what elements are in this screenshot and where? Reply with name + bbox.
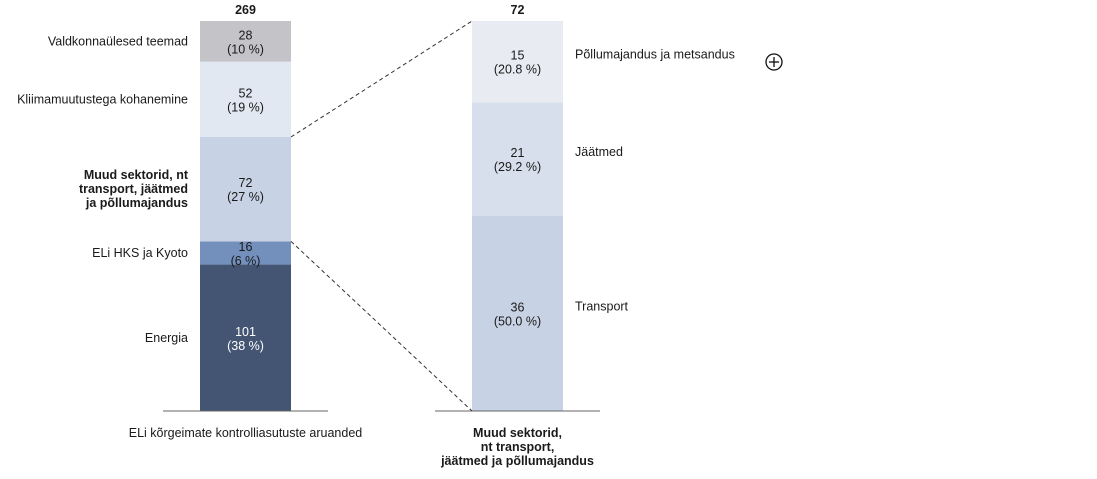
segment-name-label-line: Energia (145, 331, 188, 345)
segment-name-label: Põllumajandus ja metsandus (575, 48, 735, 62)
segment-value-label-line: 52 (239, 86, 253, 100)
category-label-line: Muud sektorid, (473, 426, 562, 440)
bar-segment (200, 61, 291, 137)
segment-value-label-line: 15 (511, 49, 525, 63)
total-label: 72 (511, 3, 525, 17)
segment-name-label: Kliimamuutustega kohanemine (17, 92, 188, 106)
connector-line (290, 20, 473, 138)
category-label-line: jäätmed ja põllumajandus (440, 454, 594, 468)
category-label-line: nt transport, (481, 440, 555, 454)
segment-value-label-line: (29.2 %) (494, 160, 541, 174)
segment-value-label-line: 101 (235, 325, 256, 339)
category-label: Muud sektorid, nt transport, jäätmed ja põ… (440, 426, 594, 468)
segment-value-label: 15 (20.8 %) (494, 49, 541, 77)
segment-value-label: 101 (38 %) (227, 325, 264, 353)
segment-name-label-line: Muud sektorid, nt (84, 168, 189, 182)
segment-name-label: Valdkonnaülesed teemad (48, 34, 188, 48)
connector-line (290, 241, 473, 412)
segment-name-label: Energia (145, 331, 188, 345)
segment-value-label-line: (19 %) (227, 100, 264, 114)
segment-name-label-line: ELi HKS ja Kyoto (92, 246, 188, 260)
bar-segment (200, 21, 291, 62)
segment-name-label-line: ja põllumajandus (85, 196, 188, 210)
segment-value-label: 52 (19 %) (227, 86, 264, 114)
segment-name-label-line: Põllumajandus ja metsandus (575, 48, 735, 62)
category-label: ELi kõrgeimate kontrolliasutuste aruande… (129, 426, 363, 440)
segment-value-label: 16 (6 %) (231, 240, 261, 268)
bar-segment (472, 102, 563, 216)
segment-name-label: ELi HKS ja Kyoto (92, 246, 188, 260)
category-label-line: ELi kõrgeimate kontrolliasutuste aruande… (129, 426, 363, 440)
segment-value-label-line: 36 (511, 301, 525, 315)
segment-name-label: Jäätmed (575, 145, 623, 159)
bar-segment (200, 241, 291, 265)
segment-name-label-line: Kliimamuutustega kohanemine (17, 92, 188, 106)
segment-name-label: Transport (575, 300, 629, 314)
bar-segment (200, 136, 291, 242)
segment-name-label-line: Valdkonnaülesed teemad (48, 34, 188, 48)
segment-value-label: 21 (29.2 %) (494, 146, 541, 174)
segment-name-label-line: Transport (575, 300, 629, 314)
segment-value-label: 36 (50.0 %) (494, 301, 541, 329)
segment-value-label-line: (20.8 %) (494, 63, 541, 77)
segment-value-label-line: (50.0 %) (494, 315, 541, 329)
segment-value-label-line: 72 (239, 176, 253, 190)
segment-value-label-line: 28 (239, 28, 253, 42)
segment-value-label-line: (27 %) (227, 190, 264, 204)
plus-circle-icon-ring (765, 53, 783, 71)
segment-value-label: 28 (10 %) (227, 28, 264, 56)
segment-value-label-line: (10 %) (227, 42, 264, 56)
segment-name-label-line: Jäätmed (575, 145, 623, 159)
segment-value-label: 72 (27 %) (227, 176, 264, 204)
segment-value-label-line: (38 %) (227, 339, 264, 353)
segment-name-label-line: transport, jäätmed (79, 182, 188, 196)
bar-segment (472, 216, 563, 411)
segment-value-label-line: 16 (239, 240, 253, 254)
plus-circle-icon[interactable] (765, 53, 783, 71)
segment-name-label: Muud sektorid, nt transport, jäätmed ja põ… (79, 168, 189, 210)
total-label-line: 72 (511, 3, 525, 17)
bar-segment (472, 21, 563, 103)
total-label: 269 (235, 3, 256, 17)
segment-value-label-line: 21 (511, 146, 525, 160)
total-label-line: 269 (235, 3, 256, 17)
segment-value-label-line: (6 %) (231, 254, 261, 268)
bar-segment (200, 264, 291, 411)
